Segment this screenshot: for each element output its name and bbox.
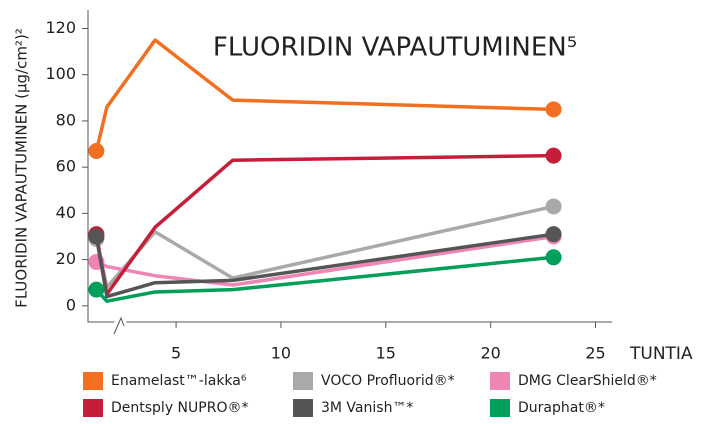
endpoint-marker bbox=[545, 226, 562, 243]
legend-label: Duraphat®* bbox=[518, 400, 605, 416]
legend-swatch bbox=[490, 399, 510, 417]
x-tick-label: 25 bbox=[585, 344, 605, 363]
series-line bbox=[94, 153, 554, 297]
y-tick-label: 100 bbox=[45, 64, 76, 83]
x-axis-label: TUNTIA bbox=[629, 344, 693, 364]
legend-swatch bbox=[293, 372, 313, 390]
endpoint-marker bbox=[88, 142, 105, 159]
y-axis-label: FLUORIDIN VAPAUTUMINEN (µg/cm²)² bbox=[13, 28, 31, 308]
series-line bbox=[95, 255, 554, 303]
endpoint-marker bbox=[88, 228, 105, 245]
endpoint-marker bbox=[545, 249, 562, 266]
legend-swatch bbox=[293, 399, 313, 417]
endpoint-marker bbox=[545, 198, 562, 215]
endpoint-marker bbox=[545, 101, 562, 118]
x-tick-label: 15 bbox=[376, 344, 396, 363]
y-tick-label: 120 bbox=[45, 18, 76, 37]
x-tick-label: 5 bbox=[171, 344, 181, 363]
series-line bbox=[94, 38, 554, 152]
x-tick-label: 10 bbox=[271, 344, 291, 363]
legend-swatch bbox=[83, 372, 103, 390]
legend-label: VOCO Profluorid®* bbox=[321, 373, 455, 389]
legend-label: DMG ClearShield®* bbox=[518, 373, 657, 389]
axis-break-mask bbox=[109, 308, 129, 337]
endpoint-marker bbox=[88, 281, 105, 298]
y-tick-label: 60 bbox=[56, 157, 76, 176]
legend-swatch bbox=[83, 399, 103, 417]
y-tick-label: 20 bbox=[56, 249, 76, 268]
legend-label: Enamelast™-lakka⁶ bbox=[111, 373, 247, 389]
x-tick-label: 20 bbox=[480, 344, 500, 363]
legend-label: 3M Vanish™* bbox=[321, 400, 413, 416]
endpoint-marker bbox=[545, 147, 562, 164]
legend-label: Dentsply NUPRO®* bbox=[111, 400, 248, 416]
chart-title: FLUORIDIN VAPAUTUMINEN⁵ bbox=[213, 33, 577, 63]
y-tick-label: 80 bbox=[56, 110, 76, 129]
y-tick-label: 0 bbox=[66, 295, 76, 314]
axis-break bbox=[113, 316, 125, 335]
y-tick-label: 40 bbox=[56, 203, 76, 222]
axes bbox=[87, 10, 612, 323]
series-line bbox=[94, 232, 554, 299]
legend-swatch bbox=[490, 372, 510, 390]
